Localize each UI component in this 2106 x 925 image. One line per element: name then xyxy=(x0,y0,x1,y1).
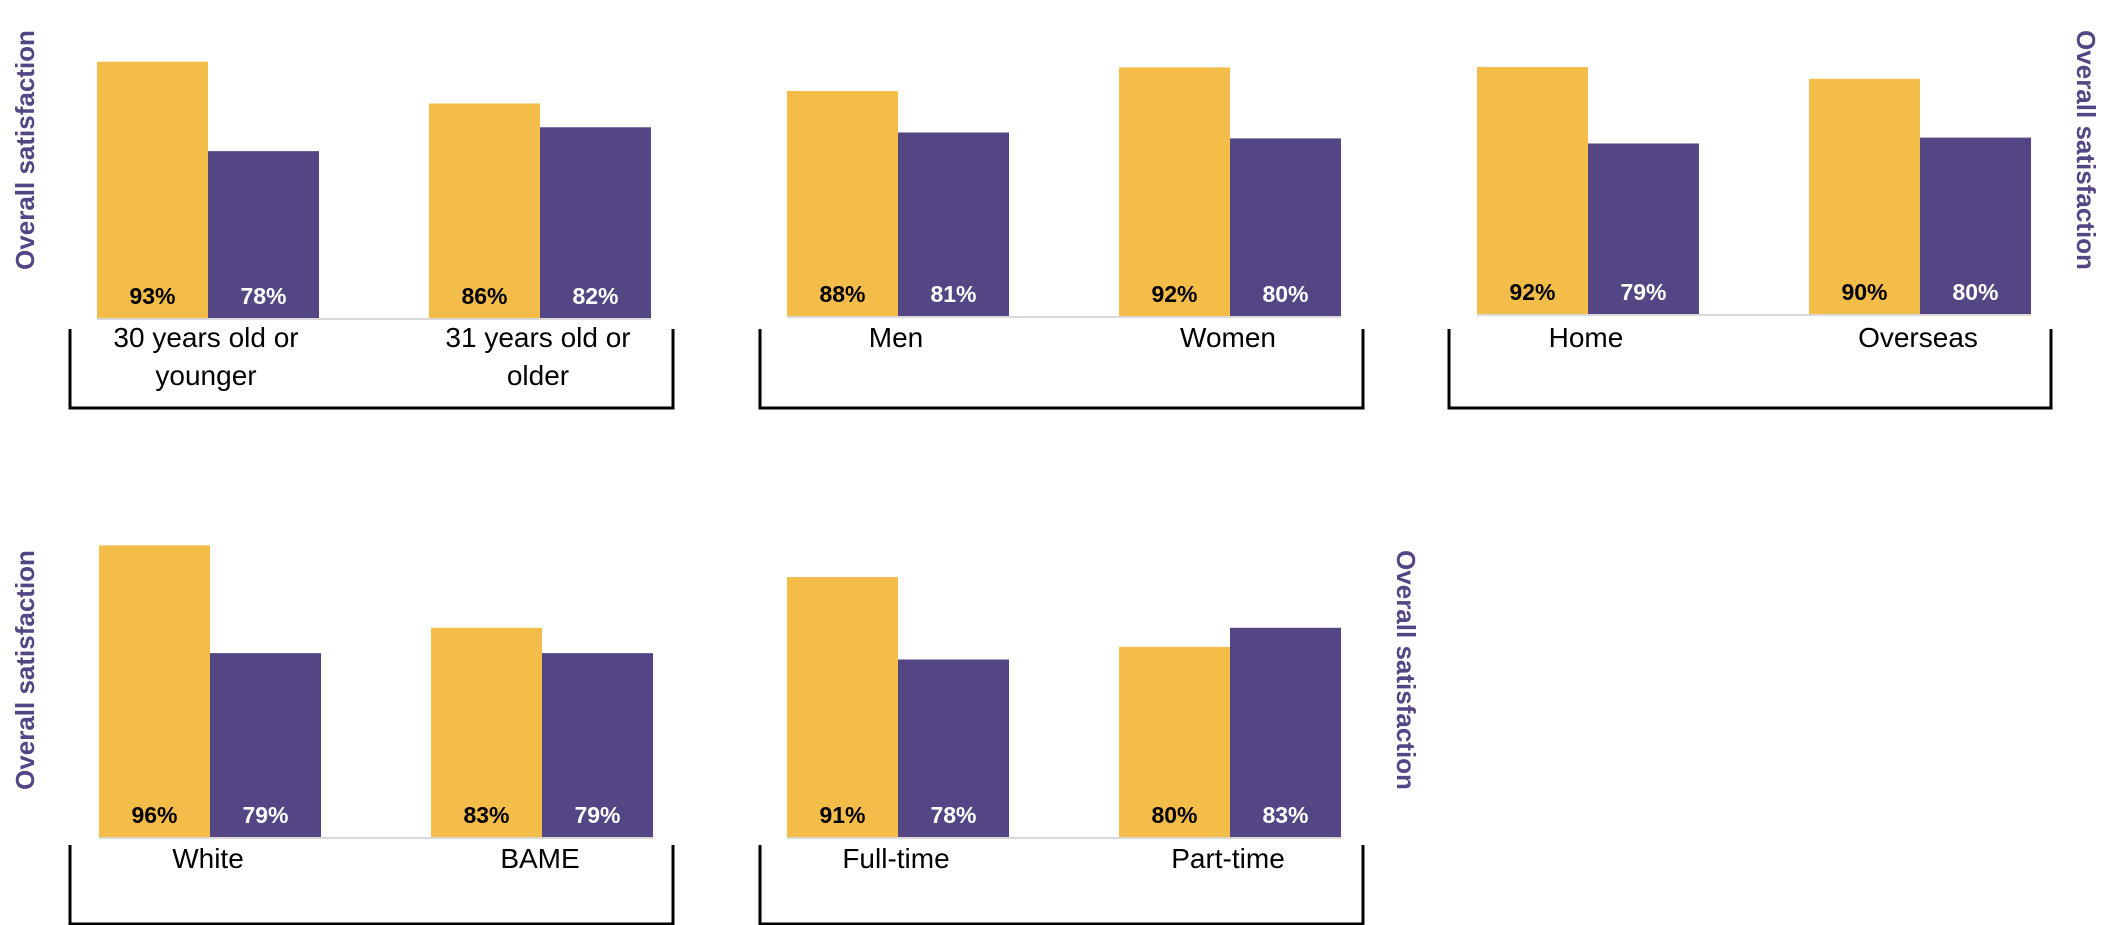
category-label: Full-time xyxy=(842,843,949,874)
data-label: 88% xyxy=(819,281,865,307)
y-axis-title: Overall satisfaction xyxy=(2071,30,2101,270)
category-label: Men xyxy=(869,322,923,353)
bar xyxy=(429,103,540,318)
data-label: 86% xyxy=(461,283,507,309)
bar xyxy=(1230,627,1341,837)
bar xyxy=(1920,137,2031,314)
chart-panel: 93% 78% 86% 82% 30 years old or younger 31 yea… xyxy=(10,30,675,410)
bar xyxy=(99,545,210,837)
category-label: 30 years old or xyxy=(113,322,298,353)
bar xyxy=(431,627,542,837)
y-axis-title: Overall satisfaction xyxy=(10,30,40,270)
data-label: 79% xyxy=(574,802,620,828)
y-axis-title: Overall satisfaction xyxy=(10,550,40,790)
chart-panel: 92% 79% 90% 80% Home Overseas Overall satisfac… xyxy=(1447,30,2101,410)
bar xyxy=(97,61,208,318)
category-bracket xyxy=(758,845,1365,925)
data-label: 93% xyxy=(129,283,175,309)
data-label: 92% xyxy=(1151,281,1197,307)
bar xyxy=(898,659,1009,837)
bar xyxy=(1588,143,1699,314)
category-label: Home xyxy=(1549,322,1624,353)
category-bracket xyxy=(68,845,675,925)
data-label: 83% xyxy=(463,802,509,828)
bar xyxy=(540,127,651,318)
category-label: older xyxy=(507,360,569,391)
category-label: White xyxy=(172,843,244,874)
data-label: 79% xyxy=(242,802,288,828)
category-label: Overseas xyxy=(1858,322,1978,353)
bar xyxy=(1809,78,1920,314)
bar xyxy=(208,151,319,318)
data-label: 79% xyxy=(1620,279,1666,305)
bar xyxy=(1119,67,1230,316)
category-label: Part-time xyxy=(1171,843,1285,874)
bar xyxy=(542,653,653,837)
chart-panel: 96% 79% 83% 79% White BAME Overall satisfactio… xyxy=(10,545,675,925)
category-label: BAME xyxy=(500,843,579,874)
bar xyxy=(787,577,898,837)
bar xyxy=(787,91,898,316)
bar xyxy=(898,132,1009,316)
data-label: 82% xyxy=(572,283,618,309)
data-label: 80% xyxy=(1262,281,1308,307)
data-label: 80% xyxy=(1952,279,1998,305)
data-label: 92% xyxy=(1509,279,1555,305)
category-label: younger xyxy=(155,360,256,391)
category-label: Women xyxy=(1180,322,1276,353)
y-axis-title: Overall satisfaction xyxy=(1391,550,1421,790)
category-bracket xyxy=(1447,329,2053,410)
bar xyxy=(1477,67,1588,314)
data-label: 96% xyxy=(131,802,177,828)
data-label: 80% xyxy=(1151,802,1197,828)
data-label: 78% xyxy=(930,802,976,828)
bar xyxy=(1230,138,1341,316)
chart-panel: 91% 78% 80% 83% Full-time Part-time Overall sa… xyxy=(758,550,1421,925)
data-label: 78% xyxy=(240,283,286,309)
category-label: 31 years old or xyxy=(445,322,630,353)
category-bracket xyxy=(68,329,675,410)
data-label: 83% xyxy=(1262,802,1308,828)
chart-panel: 88% 81% 92% 80% Men Women xyxy=(758,67,1365,410)
data-label: 90% xyxy=(1841,279,1887,305)
data-label: 81% xyxy=(930,281,976,307)
data-label: 91% xyxy=(819,802,865,828)
category-bracket xyxy=(758,329,1365,410)
bar xyxy=(210,653,321,837)
bar xyxy=(1119,646,1230,837)
